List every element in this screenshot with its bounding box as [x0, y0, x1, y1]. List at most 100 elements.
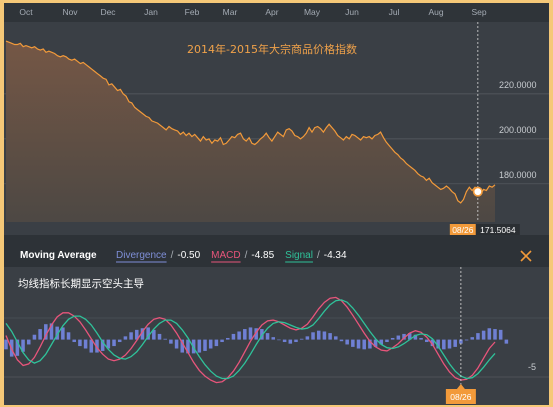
- divergence-bar: [180, 339, 185, 353]
- month-label-jun: Jun: [345, 7, 359, 17]
- divergence-bar: [112, 339, 116, 347]
- divergence-bar: [442, 339, 446, 350]
- divergence-bar: [237, 331, 241, 340]
- divergence-bar: [407, 333, 412, 340]
- indicator-title: Moving Average: [20, 250, 97, 261]
- divergence-bar: [402, 333, 406, 340]
- divergence-bar: [476, 333, 480, 340]
- divergence-bar: [203, 339, 207, 351]
- indicator-date-tag: [445, 389, 476, 404]
- divergence-bar: [15, 339, 20, 356]
- divergence-bar: [447, 339, 452, 349]
- divergence-bar: [311, 332, 315, 340]
- divergence-bar: [493, 329, 497, 340]
- divergence-bar: [243, 329, 247, 340]
- divergence-bar: [425, 339, 429, 343]
- month-label-aug: Aug: [428, 7, 443, 17]
- indicator-header: [4, 235, 549, 267]
- divergence-bar: [208, 339, 213, 349]
- crosshair-marker: [472, 186, 483, 197]
- crosshair-readout: 08/26 171.5064: [449, 224, 520, 236]
- divergence-bar: [271, 337, 276, 340]
- month-label-nov: Nov: [62, 7, 78, 17]
- y-tick-label: 220.0000: [499, 80, 537, 90]
- close-icon: [520, 250, 532, 262]
- divergence-bar: [328, 333, 332, 340]
- chart-svg: Oct Nov Dec Jan Feb Mar Apr May Jun Jul Aug Sep 220…: [4, 3, 549, 404]
- month-label-sep: Sep: [471, 7, 486, 17]
- divergence-bar: [265, 333, 270, 340]
- legend-separator: /: [317, 250, 320, 261]
- macd-line: [5, 296, 496, 384]
- divergence-bar: [481, 330, 486, 340]
- month-label-may: May: [304, 7, 321, 17]
- divergence-bar: [288, 339, 293, 344]
- divergence-bar: [72, 339, 76, 343]
- crosshair-date: 08/26: [452, 225, 474, 235]
- divergence-bar: [356, 339, 361, 349]
- y-tick-label: 180.0000: [499, 170, 537, 180]
- divergence-bar: [135, 329, 139, 340]
- divergence-bar: [106, 339, 111, 349]
- divergence-bar: [157, 333, 162, 340]
- legend-separator: /: [245, 250, 248, 261]
- divergence-bar: [436, 339, 440, 349]
- month-label-dec: Dec: [100, 7, 116, 17]
- signal-line: [5, 299, 496, 380]
- divergence-bar: [83, 339, 88, 349]
- divergence-bar: [504, 339, 509, 344]
- divergence-bar: [334, 336, 338, 340]
- divergence-bar: [260, 329, 264, 340]
- divergence-bar: [453, 339, 457, 347]
- legend-signal-value: -4.34: [324, 250, 347, 261]
- divergence-bar: [345, 339, 349, 345]
- divergence-bar: [362, 339, 366, 350]
- close-button[interactable]: [516, 246, 536, 266]
- divergence-bar: [498, 329, 503, 340]
- divergence-bar: [66, 332, 71, 340]
- divergence-bar: [282, 339, 287, 343]
- month-label-apr: Apr: [265, 7, 278, 17]
- divergence-bar: [44, 324, 48, 340]
- divergence-bar: [78, 339, 82, 347]
- divergence-histogram: [4, 323, 509, 357]
- month-axis-band: [4, 3, 549, 22]
- divergence-bar: [140, 328, 145, 340]
- month-axis: Oct Nov Dec Jan Feb Mar Apr May Jun Jul Aug Sep: [19, 7, 486, 17]
- divergence-bar: [38, 329, 42, 340]
- indicator-date-tag-pointer: [456, 384, 465, 389]
- legend-separator: /: [171, 250, 174, 261]
- divergence-bar: [129, 332, 133, 340]
- divergence-bar: [220, 339, 224, 343]
- divergence-bar: [419, 337, 423, 340]
- divergence-bar: [89, 339, 94, 353]
- divergence-bar: [305, 336, 310, 340]
- divergence-bar: [32, 334, 37, 340]
- divergence-bar: [339, 339, 344, 342]
- legend-divergence-value: -0.50: [177, 250, 200, 261]
- legend-divergence-name: Divergence: [116, 250, 167, 261]
- legend-macd-value: -4.85: [251, 250, 274, 261]
- divergence-bar: [413, 334, 418, 340]
- divergence-bar: [55, 326, 59, 340]
- month-label-jan: Jan: [144, 7, 158, 17]
- indicator-legend: Divergence / -0.50 MACD / -4.85 Signal / -4.34: [116, 250, 347, 263]
- divergence-bar: [21, 339, 25, 352]
- chart-title: 2014年-2015年大宗商品价格指数: [187, 42, 357, 56]
- divergence-bar: [117, 339, 122, 343]
- crosshair-value-tag: [475, 224, 520, 236]
- divergence-bar: [169, 339, 173, 344]
- divergence-bar: [459, 339, 463, 344]
- y-tick-label: 200.0000: [499, 125, 537, 135]
- divergence-bar: [61, 327, 65, 340]
- divergence-bar: [197, 339, 202, 353]
- divergence-bar: [379, 339, 384, 345]
- divergence-bar: [100, 339, 105, 351]
- divergence-bar: [26, 339, 31, 345]
- month-label-oct: Oct: [19, 7, 33, 17]
- divergence-bar: [254, 328, 258, 340]
- indicator-panel: [4, 267, 549, 385]
- divergence-bar: [385, 339, 389, 343]
- divergence-bar: [294, 339, 298, 343]
- price-area: [6, 41, 495, 222]
